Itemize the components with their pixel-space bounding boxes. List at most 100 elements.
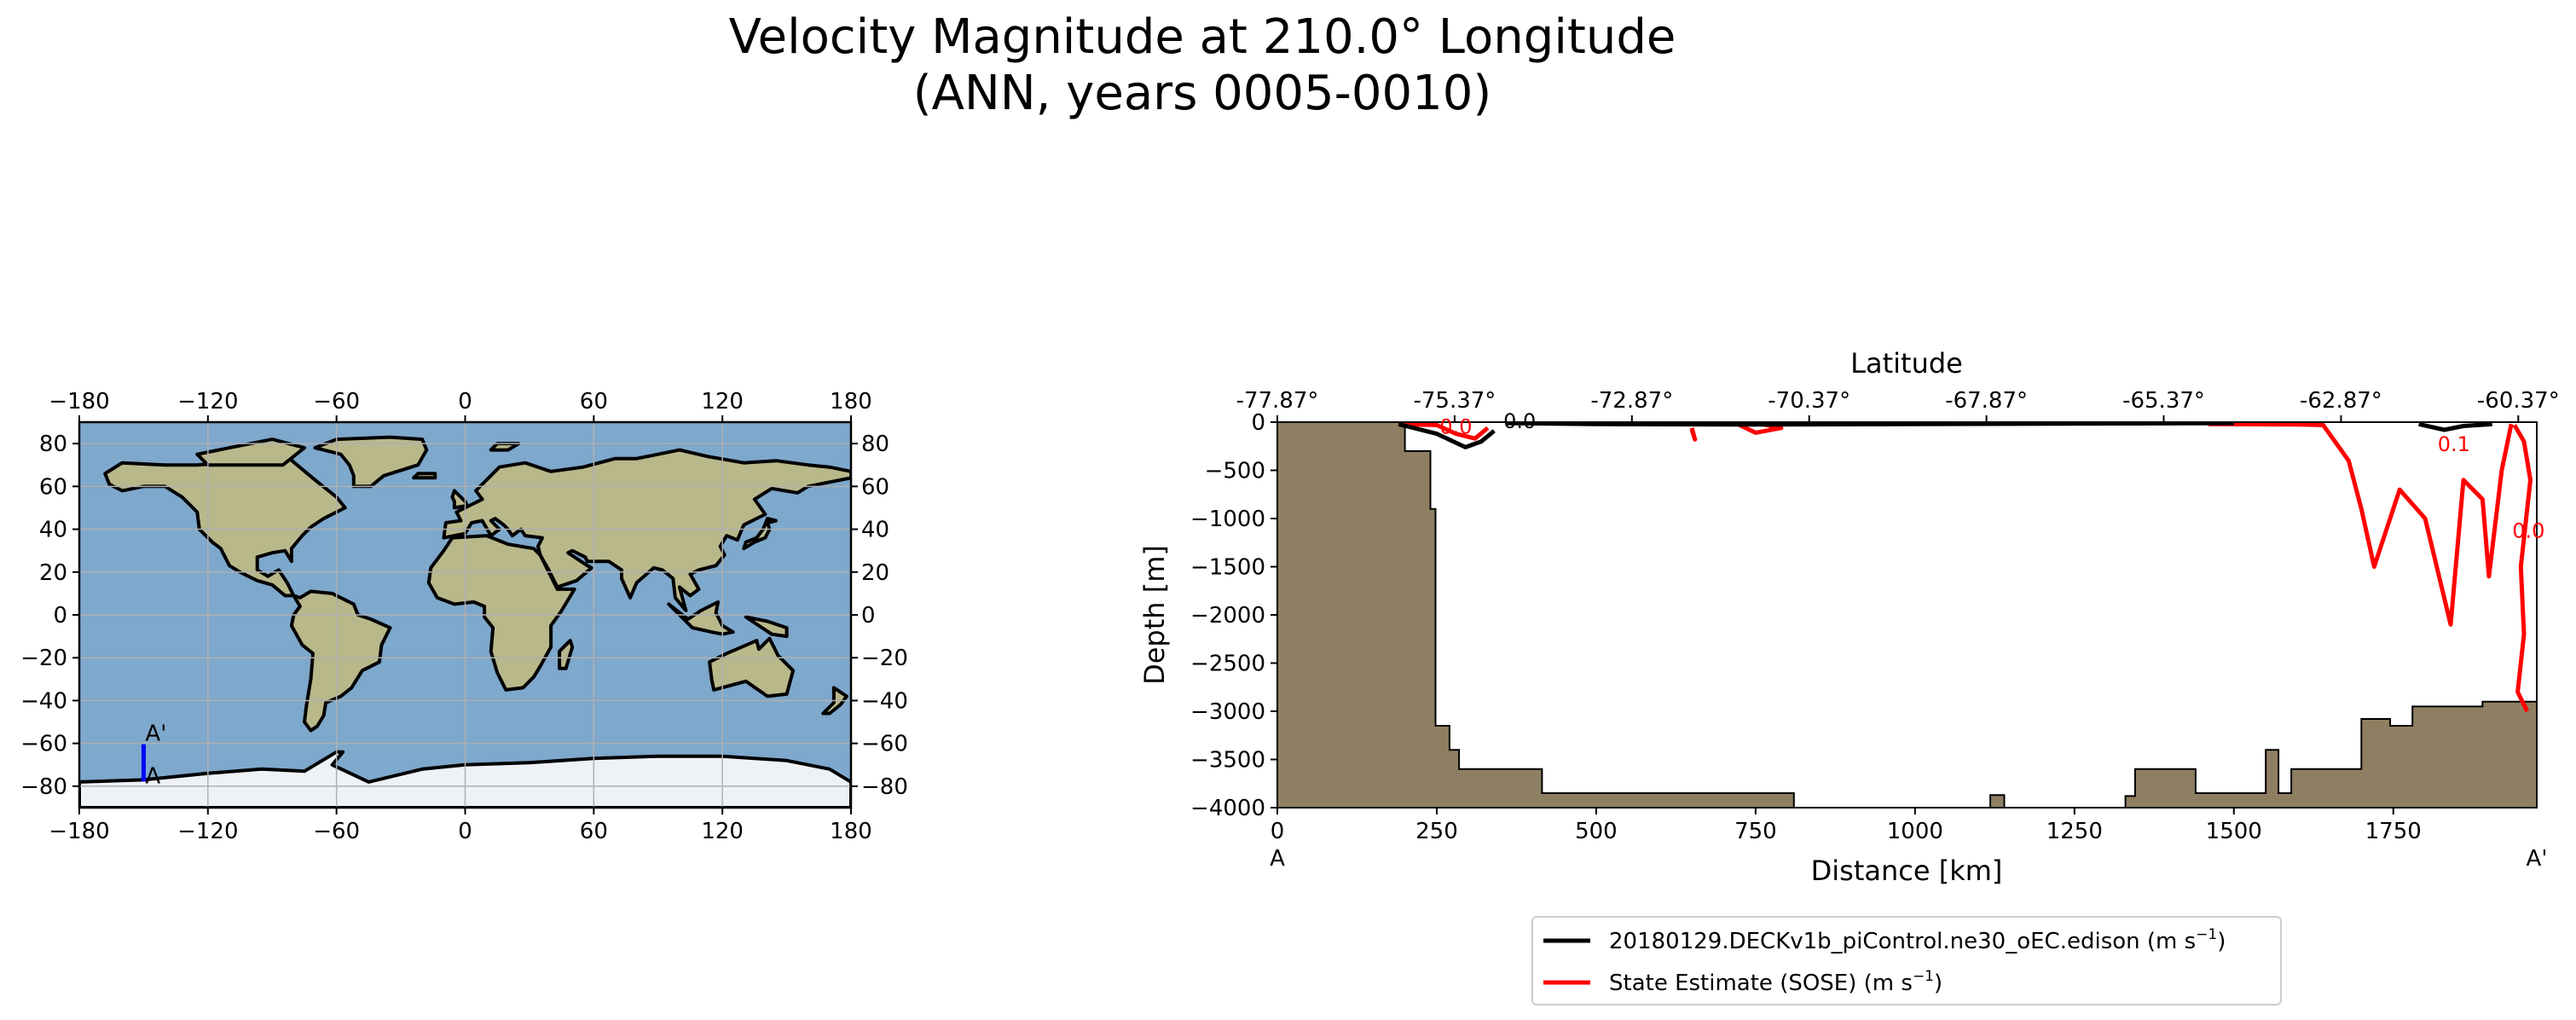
map-ytick-label-left-5: −20 bbox=[20, 646, 67, 671]
land-uk bbox=[450, 489, 469, 510]
bathymetry-fill bbox=[1277, 422, 2537, 808]
map-ticks: −180 −180 −120 −120 −60 −60 0 0 60 60 120 120 180 180… bbox=[20, 389, 908, 844]
map-xtick-label-top-2: −60 bbox=[313, 389, 360, 414]
map-ytick-label-right-3: 20 bbox=[861, 560, 889, 586]
map-xtick-label-top-4: 60 bbox=[580, 389, 608, 414]
ytick-label-0: 0 bbox=[1251, 410, 1265, 436]
land-north-america bbox=[103, 456, 347, 598]
figure-title-line1: Velocity Magnitude at 210.0° Longitude bbox=[729, 9, 1676, 65]
transect-plot: 0.00.00.10.0 0 250 500 750 1000 1250 1500 17500… bbox=[1138, 347, 2560, 887]
section-start-label: A bbox=[1270, 846, 1285, 872]
map-ytick-label-left-1: 60 bbox=[39, 474, 67, 500]
obs-contour-3 bbox=[2208, 422, 2514, 627]
plot-ticks: 0 250 500 750 1000 1250 1500 1750 0 −500 −1000 −150… bbox=[1190, 388, 2560, 844]
land-greenland bbox=[313, 435, 429, 489]
legend-entry-model: 20180129.DECKv1b_piControl.ne30_oEC.edis… bbox=[1609, 926, 2226, 954]
obs-contour-1 bbox=[1689, 427, 1698, 442]
xtick-label-1: 250 bbox=[1415, 819, 1458, 844]
land-iceland bbox=[412, 472, 437, 480]
lat-tick-label-0: -77.87° bbox=[1236, 388, 1319, 414]
lat-tick-label-5: -65.37° bbox=[2122, 388, 2205, 414]
lat-tick-label-6: -62.87° bbox=[2300, 388, 2382, 414]
legend: 20180129.DECKv1b_piControl.ne30_oEC.edis… bbox=[1531, 916, 2282, 1006]
map-ytick-label-right-0: 80 bbox=[861, 432, 889, 457]
legend-entry-obs-text: State Estimate (SOSE) (m s bbox=[1609, 971, 1913, 996]
map-xtick-label-bottom-1: −120 bbox=[177, 819, 238, 844]
map-ytick-label-left-0: 80 bbox=[39, 432, 67, 457]
transect-end-label: A' bbox=[145, 722, 166, 747]
xtick-label-6: 1500 bbox=[2206, 819, 2262, 844]
map-ytick-label-right-6: −40 bbox=[861, 688, 908, 714]
legend-entry-model-text: 20180129.DECKv1b_piControl.ne30_oEC.edis… bbox=[1609, 929, 2196, 954]
lat-tick-label-4: -67.87° bbox=[1945, 388, 2028, 414]
map-ytick-label-left-3: 20 bbox=[39, 560, 67, 586]
location-map: −180 −180 −120 −120 −60 −60 0 0 60 60 120 120 180 180… bbox=[20, 389, 908, 844]
contour-label-3: 0.0 bbox=[2512, 519, 2544, 543]
model-contour-2 bbox=[2418, 422, 2492, 432]
map-ytick-label-left-8: −80 bbox=[20, 774, 67, 800]
ytick-label-5: −2500 bbox=[1190, 652, 1265, 677]
map-landmasses bbox=[79, 435, 851, 808]
map-ytick-label-right-4: 0 bbox=[861, 603, 876, 629]
xtick-label-4: 1000 bbox=[1887, 819, 1943, 844]
land-eurasia bbox=[442, 448, 851, 612]
legend-box bbox=[1531, 916, 2282, 1006]
map-xtick-label-bottom-6: 180 bbox=[830, 819, 872, 844]
obs-contour-4 bbox=[2512, 424, 2533, 713]
ytick-label-4: −2000 bbox=[1190, 603, 1265, 629]
legend-entry-model-close: ) bbox=[2217, 929, 2226, 954]
legend-entry-obs: State Estimate (SOSE) (m s−1) bbox=[1609, 968, 1942, 996]
land-madagascar bbox=[558, 639, 575, 670]
map-ytick-label-right-7: −60 bbox=[861, 732, 908, 757]
legend-entry-model-sup: −1 bbox=[2196, 926, 2217, 943]
contour-label-0: 0.0 bbox=[1503, 409, 1536, 433]
xtick-label-7: 1750 bbox=[2365, 819, 2422, 844]
lat-tick-label-3: -70.37° bbox=[1768, 388, 1850, 414]
ytick-label-8: −4000 bbox=[1190, 796, 1265, 821]
top-axis-label: Latitude bbox=[1850, 347, 1963, 380]
land-australia bbox=[708, 636, 796, 698]
contour-lines bbox=[1398, 422, 2533, 713]
ytick-label-6: −3000 bbox=[1190, 699, 1265, 725]
x-axis-label: Distance [km] bbox=[1811, 855, 2003, 887]
contour-label-2: 0.1 bbox=[2438, 432, 2470, 456]
land-south-america bbox=[289, 589, 392, 733]
map-xtick-label-bottom-3: 0 bbox=[458, 819, 472, 844]
lat-tick-label-7: -60.37° bbox=[2477, 388, 2560, 414]
land-japan bbox=[742, 517, 778, 551]
map-xtick-label-top-3: 0 bbox=[458, 389, 472, 414]
legend-entry-obs-close: ) bbox=[1934, 971, 1942, 996]
map-xtick-label-top-0: −180 bbox=[49, 389, 109, 414]
contour-label-1: 0.0 bbox=[1439, 415, 1472, 439]
model-contour-1 bbox=[1507, 422, 2234, 427]
map-ytick-label-left-2: 40 bbox=[39, 518, 67, 543]
plot-frame bbox=[1276, 421, 2538, 808]
lat-tick-label-1: -75.37° bbox=[1413, 388, 1496, 414]
xtick-label-2: 500 bbox=[1575, 819, 1618, 844]
ytick-label-7: −3500 bbox=[1190, 748, 1265, 774]
map-ytick-label-right-8: −80 bbox=[861, 774, 908, 800]
contour-labels: 0.0 0.0 0.1 0.0 bbox=[1439, 409, 2544, 543]
map-gridlines bbox=[79, 422, 851, 808]
figure-title-line2: (ANN, years 0005-0010) bbox=[913, 66, 1492, 121]
ytick-label-2: −1000 bbox=[1190, 507, 1265, 532]
obs-contour-0 bbox=[1398, 422, 1490, 441]
ytick-label-3: −1500 bbox=[1190, 555, 1265, 581]
legend-entry-obs-sup: −1 bbox=[1913, 968, 1934, 985]
map-xtick-label-top-6: 180 bbox=[830, 389, 872, 414]
land-new-guinea bbox=[744, 615, 789, 639]
map-xtick-label-bottom-0: −180 bbox=[49, 819, 109, 844]
map-ytick-label-left-4: 0 bbox=[53, 603, 67, 629]
map-ytick-label-right-5: −20 bbox=[861, 646, 908, 671]
ytick-label-1: −500 bbox=[1205, 459, 1265, 484]
xtick-label-3: 750 bbox=[1734, 819, 1777, 844]
model-contour-0 bbox=[1398, 422, 1496, 449]
xtick-label-0: 0 bbox=[1271, 819, 1285, 844]
transect-start-label: A bbox=[145, 764, 160, 790]
y-axis-label: Depth [m] bbox=[1138, 545, 1171, 685]
map-ytick-label-right-1: 60 bbox=[861, 474, 889, 500]
section-end-label: A' bbox=[2527, 846, 2548, 872]
map-xtick-label-bottom-4: 60 bbox=[580, 819, 608, 844]
map-ytick-label-left-6: −40 bbox=[20, 688, 67, 714]
